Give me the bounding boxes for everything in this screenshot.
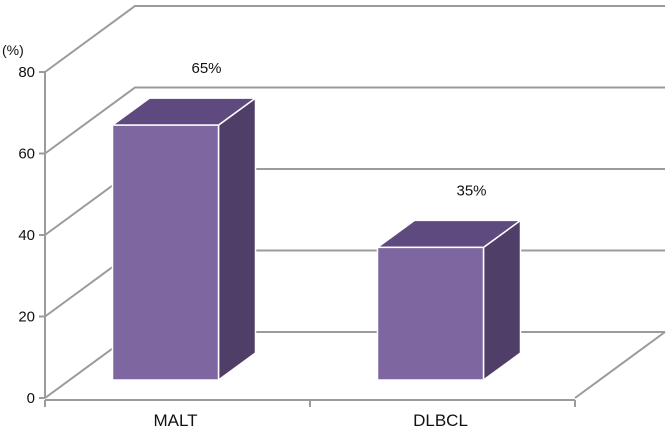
bar-dlbcl: 35% bbox=[375, 182, 523, 382]
bar-side-face bbox=[482, 218, 522, 382]
gridline-60 bbox=[44, 86, 665, 155]
gridline-80 bbox=[44, 5, 665, 73]
bar-front-face bbox=[111, 124, 220, 381]
y-tick-label: 80 bbox=[18, 64, 35, 81]
x-category-label: MALT bbox=[153, 411, 197, 430]
bars: 65% 35% bbox=[110, 60, 523, 382]
x-category-labels: MALT DLBCL bbox=[153, 411, 467, 430]
bar-front-face bbox=[376, 246, 485, 381]
y-tick-label: 20 bbox=[18, 309, 35, 326]
axes bbox=[39, 71, 666, 407]
x-category-label: DLBCL bbox=[413, 411, 468, 430]
y-axis-unit: (%) bbox=[2, 42, 24, 58]
y-tick-label: 40 bbox=[18, 227, 35, 244]
bar-side-face bbox=[217, 96, 257, 382]
y-tick-label: 0 bbox=[27, 390, 35, 407]
data-label: 65% bbox=[191, 60, 221, 77]
floor-right-edge bbox=[574, 331, 666, 399]
bar-malt: 65% bbox=[110, 60, 258, 382]
y-tick-labels: 0 20 40 60 80 bbox=[18, 64, 35, 407]
data-label: 35% bbox=[456, 182, 486, 199]
y-tick-label: 60 bbox=[18, 146, 35, 163]
